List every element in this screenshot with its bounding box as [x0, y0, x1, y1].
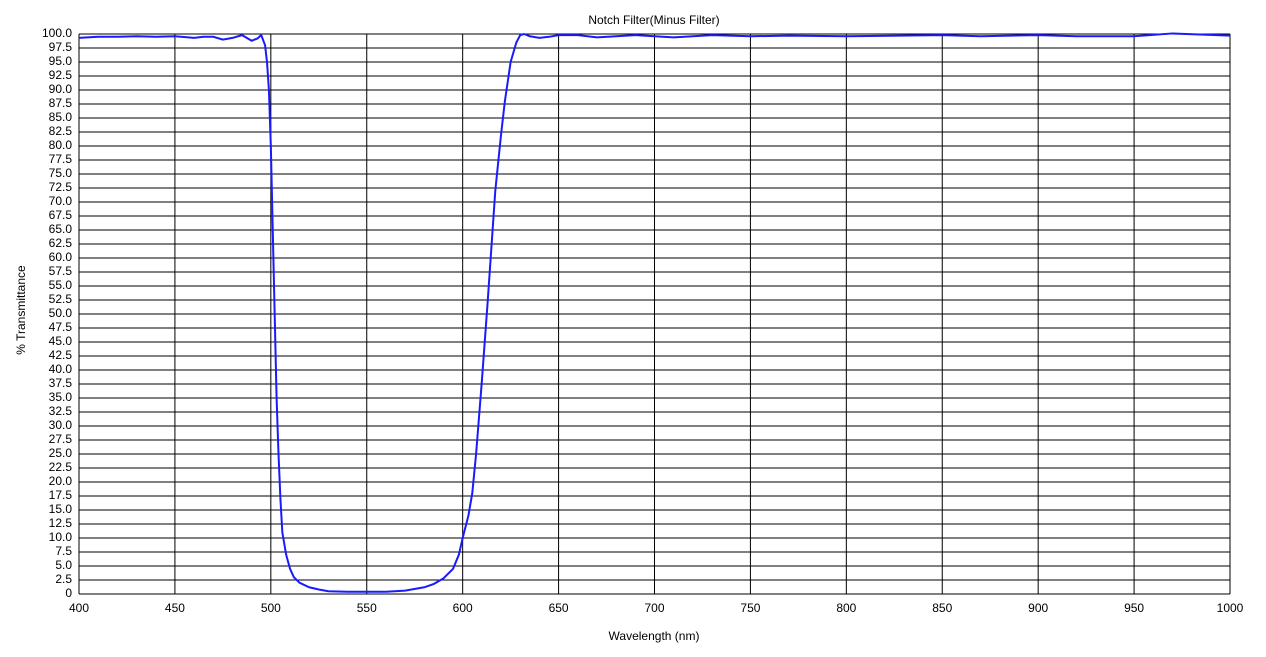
- y-tick-label: 90.0: [49, 82, 73, 96]
- x-tick-label: 700: [644, 601, 664, 615]
- y-tick-label: 12.5: [49, 516, 73, 530]
- y-tick-label: 0: [65, 586, 72, 600]
- y-tick-label: 22.5: [49, 460, 73, 474]
- y-tick-label: 20.0: [49, 474, 73, 488]
- y-tick-label: 87.5: [49, 96, 73, 110]
- y-tick-label: 32.5: [49, 404, 73, 418]
- x-tick-label: 400: [69, 601, 89, 615]
- y-tick-label: 27.5: [49, 432, 73, 446]
- x-tick-label: 550: [357, 601, 377, 615]
- y-tick-label: 75.0: [49, 166, 73, 180]
- y-tick-label: 60.0: [49, 250, 73, 264]
- y-tick-label: 57.5: [49, 264, 73, 278]
- y-tick-label: 40.0: [49, 362, 73, 376]
- x-tick-label: 950: [1124, 601, 1144, 615]
- y-tick-label: 80.0: [49, 138, 73, 152]
- x-tick-label: 450: [165, 601, 185, 615]
- y-tick-label: 97.5: [49, 40, 73, 54]
- chart-title: Notch Filter(Minus Filter): [588, 13, 719, 27]
- x-tick-label: 1000: [1217, 601, 1244, 615]
- x-tick-label: 850: [932, 601, 952, 615]
- x-axis-label: Wavelength (nm): [609, 629, 700, 643]
- y-axis-label: % Transmittance: [14, 265, 28, 355]
- y-tick-label: 65.0: [49, 222, 73, 236]
- y-tick-label: 67.5: [49, 208, 73, 222]
- y-tick-label: 50.0: [49, 306, 73, 320]
- y-tick-label: 77.5: [49, 152, 73, 166]
- y-tick-label: 2.5: [55, 572, 72, 586]
- y-tick-label: 5.0: [55, 558, 72, 572]
- y-tick-label: 92.5: [49, 68, 73, 82]
- y-tick-label: 95.0: [49, 54, 73, 68]
- y-tick-label: 62.5: [49, 236, 73, 250]
- y-tick-label: 70.0: [49, 194, 73, 208]
- y-tick-label: 17.5: [49, 488, 73, 502]
- y-tick-label: 82.5: [49, 124, 73, 138]
- y-tick-label: 45.0: [49, 334, 73, 348]
- x-tick-label: 800: [836, 601, 856, 615]
- y-tick-label: 15.0: [49, 502, 73, 516]
- x-tick-label: 500: [261, 601, 281, 615]
- y-tick-label: 72.5: [49, 180, 73, 194]
- y-tick-label: 85.0: [49, 110, 73, 124]
- y-tick-label: 37.5: [49, 376, 73, 390]
- x-tick-label: 900: [1028, 601, 1048, 615]
- x-tick-label: 750: [740, 601, 760, 615]
- y-tick-label: 25.0: [49, 446, 73, 460]
- data-line: [78, 32, 1231, 593]
- y-tick-label: 30.0: [49, 418, 73, 432]
- y-tick-label: 10.0: [49, 530, 73, 544]
- y-tick-label: 42.5: [49, 348, 73, 362]
- y-tick-label: 52.5: [49, 292, 73, 306]
- x-tick-label: 600: [453, 601, 473, 615]
- y-tick-label: 35.0: [49, 390, 73, 404]
- x-tick-label: 650: [549, 601, 569, 615]
- y-tick-label: 7.5: [55, 544, 72, 558]
- y-tick-label: 47.5: [49, 320, 73, 334]
- y-tick-label: 55.0: [49, 278, 73, 292]
- y-tick-label: 100.0: [42, 26, 72, 40]
